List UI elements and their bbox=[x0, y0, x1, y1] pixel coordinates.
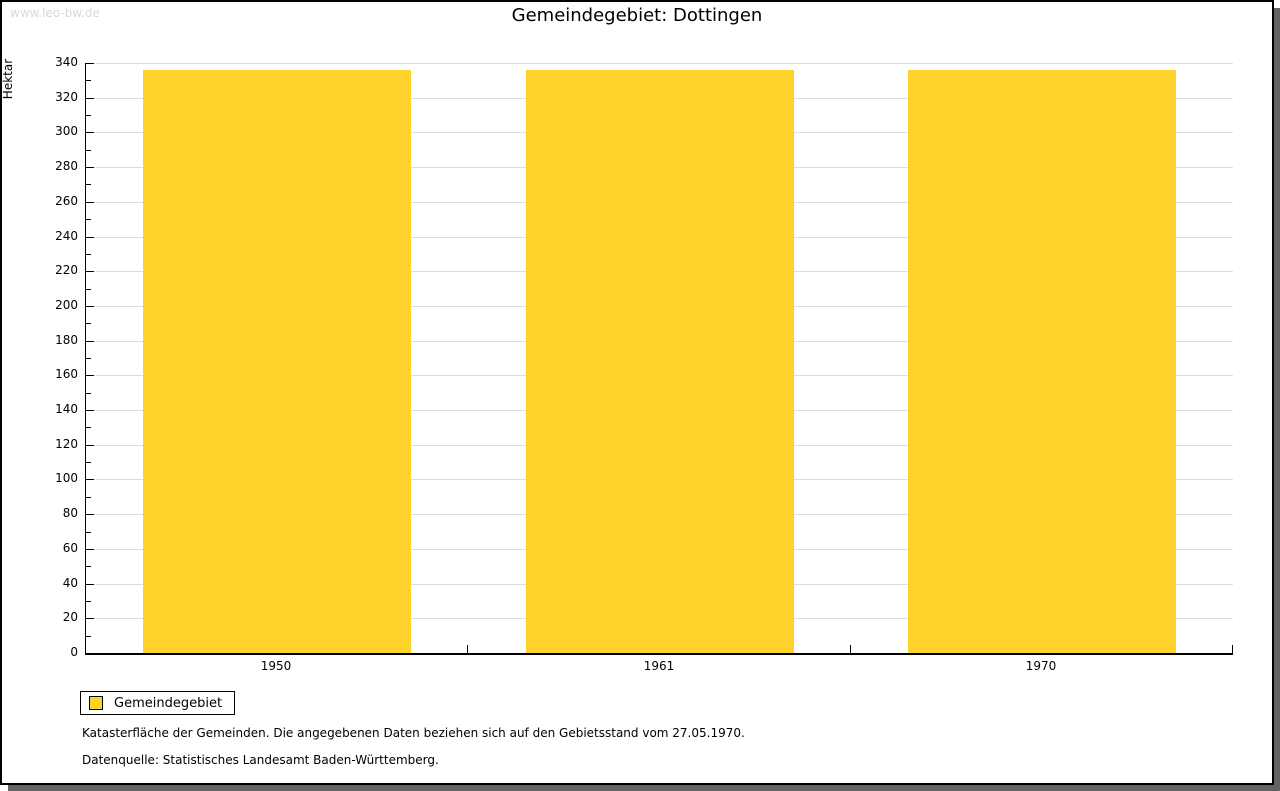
y-axis-tick bbox=[86, 497, 91, 498]
y-axis-tick-label: 300 bbox=[55, 124, 78, 138]
bar-1961 bbox=[526, 70, 794, 653]
y-axis-tick-label: 120 bbox=[55, 437, 78, 451]
y-axis-tick bbox=[86, 306, 94, 307]
y-axis-tick bbox=[86, 254, 91, 255]
legend-swatch bbox=[89, 696, 103, 710]
y-axis-tick bbox=[86, 115, 91, 116]
x-axis-tick bbox=[467, 645, 468, 653]
y-axis-tick-label: 0 bbox=[70, 645, 78, 659]
y-axis-tick-label: 60 bbox=[62, 541, 78, 555]
y-axis-tick bbox=[86, 479, 94, 480]
y-axis-tick-label: 320 bbox=[55, 90, 78, 104]
y-axis-tick bbox=[86, 289, 91, 290]
y-axis-tick bbox=[86, 341, 94, 342]
legend-label: Gemeindegebiet bbox=[114, 695, 223, 711]
drop-shadow-bottom bbox=[8, 785, 1274, 791]
y-axis-tick bbox=[86, 358, 91, 359]
y-axis-tick bbox=[86, 636, 91, 637]
y-axis-tick-label: 180 bbox=[55, 333, 78, 347]
y-axis-tick-label: 240 bbox=[55, 229, 78, 243]
y-axis-tick bbox=[86, 323, 91, 324]
gridline bbox=[86, 63, 1233, 64]
y-axis-tick-label: 340 bbox=[55, 55, 78, 69]
y-axis-tick bbox=[86, 167, 94, 168]
y-axis-tick bbox=[86, 549, 94, 550]
y-axis-tick bbox=[86, 532, 91, 533]
y-axis-tick bbox=[86, 427, 91, 428]
y-axis-tick bbox=[86, 184, 91, 185]
y-axis-tick bbox=[86, 375, 94, 376]
y-axis-tick bbox=[86, 132, 94, 133]
y-axis-tick bbox=[86, 514, 94, 515]
y-axis-tick-label: 40 bbox=[62, 576, 78, 590]
y-axis-tick-label: 200 bbox=[55, 298, 78, 312]
y-axis-tick bbox=[86, 393, 91, 394]
y-axis-tick bbox=[86, 410, 94, 411]
y-axis-tick bbox=[86, 219, 91, 220]
y-axis-tick bbox=[86, 98, 94, 99]
drop-shadow-right bbox=[1274, 8, 1280, 791]
y-axis-tick-label: 80 bbox=[62, 506, 78, 520]
y-axis-tick bbox=[86, 150, 91, 151]
y-axis-tick bbox=[86, 618, 94, 619]
footnote-data-source: Datenquelle: Statistisches Landesamt Bad… bbox=[82, 753, 439, 767]
y-axis-title: Hektar bbox=[1, 58, 15, 100]
chart-title: Gemeindegebiet: Dottingen bbox=[511, 5, 763, 26]
y-axis-tick-label: 160 bbox=[55, 367, 78, 381]
y-axis-tick bbox=[86, 601, 91, 602]
legend: Gemeindegebiet bbox=[80, 691, 236, 715]
y-axis-tick bbox=[86, 584, 94, 585]
x-axis-tick-label: 1961 bbox=[643, 659, 675, 673]
y-axis-tick bbox=[86, 63, 94, 64]
y-axis-tick-label: 20 bbox=[62, 610, 78, 624]
plot-area bbox=[85, 63, 1233, 655]
watermark: www.leo-bw.de bbox=[10, 6, 100, 20]
y-axis-tick-label: 280 bbox=[55, 159, 78, 173]
x-axis-tick-label: 1950 bbox=[260, 659, 292, 673]
y-axis-tick-label: 100 bbox=[55, 471, 78, 485]
y-axis-tick bbox=[86, 445, 94, 446]
y-axis-tick bbox=[86, 80, 91, 81]
y-axis-tick bbox=[86, 653, 94, 654]
y-axis-tick bbox=[86, 462, 91, 463]
y-axis-tick bbox=[86, 202, 94, 203]
y-axis-tick-label: 260 bbox=[55, 194, 78, 208]
footnote-source-note: Katasterfläche der Gemeinden. Die angege… bbox=[82, 726, 745, 740]
y-axis-tick bbox=[86, 271, 94, 272]
x-axis-tick-label: 1970 bbox=[1025, 659, 1057, 673]
bar-1970 bbox=[908, 70, 1176, 653]
bar-1950 bbox=[143, 70, 411, 653]
y-axis-tick-label: 140 bbox=[55, 402, 78, 416]
x-axis-tick bbox=[850, 645, 851, 653]
y-axis-tick-label: 220 bbox=[55, 263, 78, 277]
y-axis-tick bbox=[86, 237, 94, 238]
y-axis-tick bbox=[86, 566, 91, 567]
x-axis-tick bbox=[1232, 645, 1233, 653]
